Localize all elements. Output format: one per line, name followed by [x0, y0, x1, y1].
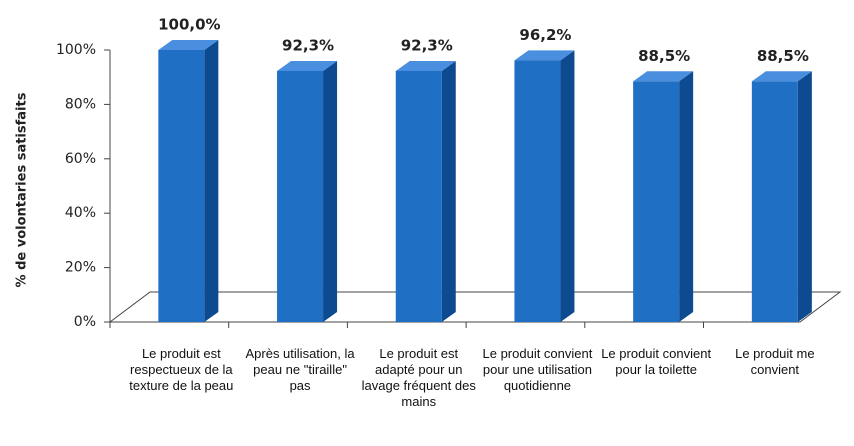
value-label: 96,2% — [519, 26, 571, 44]
bar-top — [395, 60, 456, 71]
bar — [514, 60, 561, 322]
y-tick-label: 60% — [65, 151, 96, 167]
x-tick-label: Le produit convient pour une utilisation… — [482, 346, 593, 393]
bar-top — [277, 60, 338, 71]
x-tick-label: Le produit convient pour la toilette — [601, 346, 712, 377]
x-tick-label: Après utilisation, la peau ne "tiraille"… — [245, 346, 355, 393]
bar — [751, 81, 798, 322]
bar-top — [751, 71, 812, 82]
value-label: 92,3% — [282, 36, 334, 54]
y-tick-label: 100% — [56, 42, 96, 58]
bar — [277, 70, 324, 322]
bar — [158, 50, 205, 322]
bar-top — [158, 40, 219, 50]
y-tick-label: 0% — [74, 314, 96, 330]
bar-top — [633, 71, 694, 82]
x-tick-label: Le produit me convient — [735, 346, 815, 377]
value-label: 100,0% — [158, 16, 220, 34]
y-tick-label: 20% — [65, 260, 96, 276]
bar-side — [441, 60, 456, 322]
bar-top — [514, 50, 575, 61]
y-axis-label: % de volontaries satisfaits — [15, 92, 30, 287]
floor — [108, 291, 842, 323]
bar-side — [679, 71, 694, 322]
y-tick-label: 80% — [65, 96, 96, 112]
value-label: 92,3% — [401, 36, 453, 54]
x-tick-label: Le produit est adapté pour un lavage fré… — [361, 346, 476, 409]
x-tick-label: Le produit est respectueux de la texture… — [129, 346, 234, 393]
y-tick-label: 40% — [65, 205, 96, 221]
bar-side — [323, 60, 338, 322]
bar-side — [560, 50, 575, 322]
bar-side — [204, 40, 219, 322]
value-label: 88,5% — [757, 47, 809, 65]
value-label: 88,5% — [638, 47, 690, 65]
bar — [395, 70, 442, 322]
bar — [633, 81, 680, 322]
bar-side — [797, 71, 812, 322]
